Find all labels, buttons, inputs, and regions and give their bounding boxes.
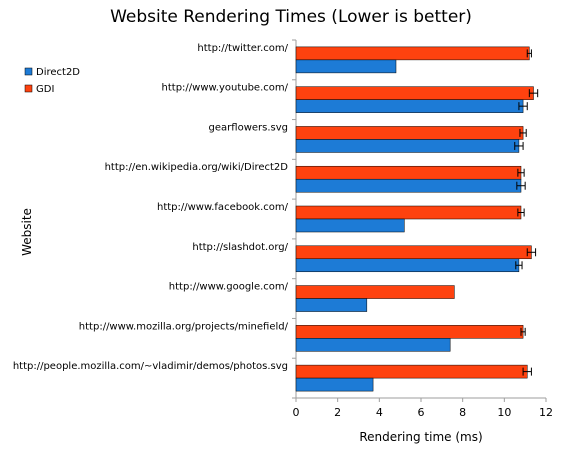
x-tick-label: 4 bbox=[376, 406, 383, 419]
legend-swatch-direct2d bbox=[24, 67, 33, 76]
category-label: http://people.mozilla.com/~vladimir/demo… bbox=[13, 361, 288, 372]
x-axis-label: Rendering time (ms) bbox=[359, 430, 482, 444]
legend-label-direct2d: Direct2D bbox=[36, 67, 80, 78]
legend-label-gdi: GDI bbox=[36, 84, 54, 95]
bar-gdi bbox=[295, 245, 532, 260]
bar-direct2d bbox=[295, 338, 451, 352]
bar-direct2d bbox=[295, 178, 522, 193]
bar-gdi bbox=[295, 364, 528, 379]
bar-direct2d bbox=[295, 298, 368, 312]
category-label: http://www.google.com/ bbox=[169, 282, 289, 293]
x-tick-label: 12 bbox=[539, 406, 553, 419]
x-tick-label: 10 bbox=[497, 406, 511, 419]
bar-gdi bbox=[295, 46, 530, 61]
bar-direct2d bbox=[295, 59, 397, 74]
bar-gdi bbox=[295, 126, 524, 140]
legend: Direct2D GDI bbox=[24, 67, 80, 95]
bar-direct2d bbox=[295, 139, 520, 153]
x-tick-label: 2 bbox=[334, 406, 341, 419]
bar-gdi bbox=[295, 325, 524, 339]
category-label: http://www.facebook.com/ bbox=[157, 202, 289, 213]
category-label: http://twitter.com/ bbox=[197, 43, 288, 54]
bar-direct2d bbox=[295, 377, 374, 392]
bar-direct2d bbox=[295, 258, 520, 273]
bar-direct2d bbox=[295, 218, 405, 233]
bar-gdi bbox=[295, 205, 522, 220]
chart-title: Website Rendering Times (Lower is better… bbox=[110, 7, 472, 27]
category-label: http://www.mozilla.org/projects/minefiel… bbox=[79, 321, 289, 332]
x-tick-label: 6 bbox=[418, 406, 425, 419]
x-tick-label: 8 bbox=[459, 406, 466, 419]
category-label: http://slashdot.org/ bbox=[192, 242, 288, 253]
x-tick-label: 0 bbox=[293, 406, 300, 419]
bar-gdi bbox=[295, 285, 455, 299]
plot-area: 0 2 4 6 8 10 12 http://twitter.com/http://www.y… bbox=[13, 39, 553, 419]
category-label: http://www.youtube.com/ bbox=[162, 83, 289, 94]
category-label: gearflowers.svg bbox=[209, 122, 288, 133]
bar-gdi bbox=[295, 165, 522, 180]
bar-direct2d bbox=[295, 99, 524, 113]
bar-gdi bbox=[295, 86, 534, 100]
legend-swatch-gdi bbox=[24, 84, 33, 93]
category-label: http://en.wikipedia.org/wiki/Direct2D bbox=[105, 162, 289, 173]
y-axis-label: Website bbox=[20, 208, 34, 256]
